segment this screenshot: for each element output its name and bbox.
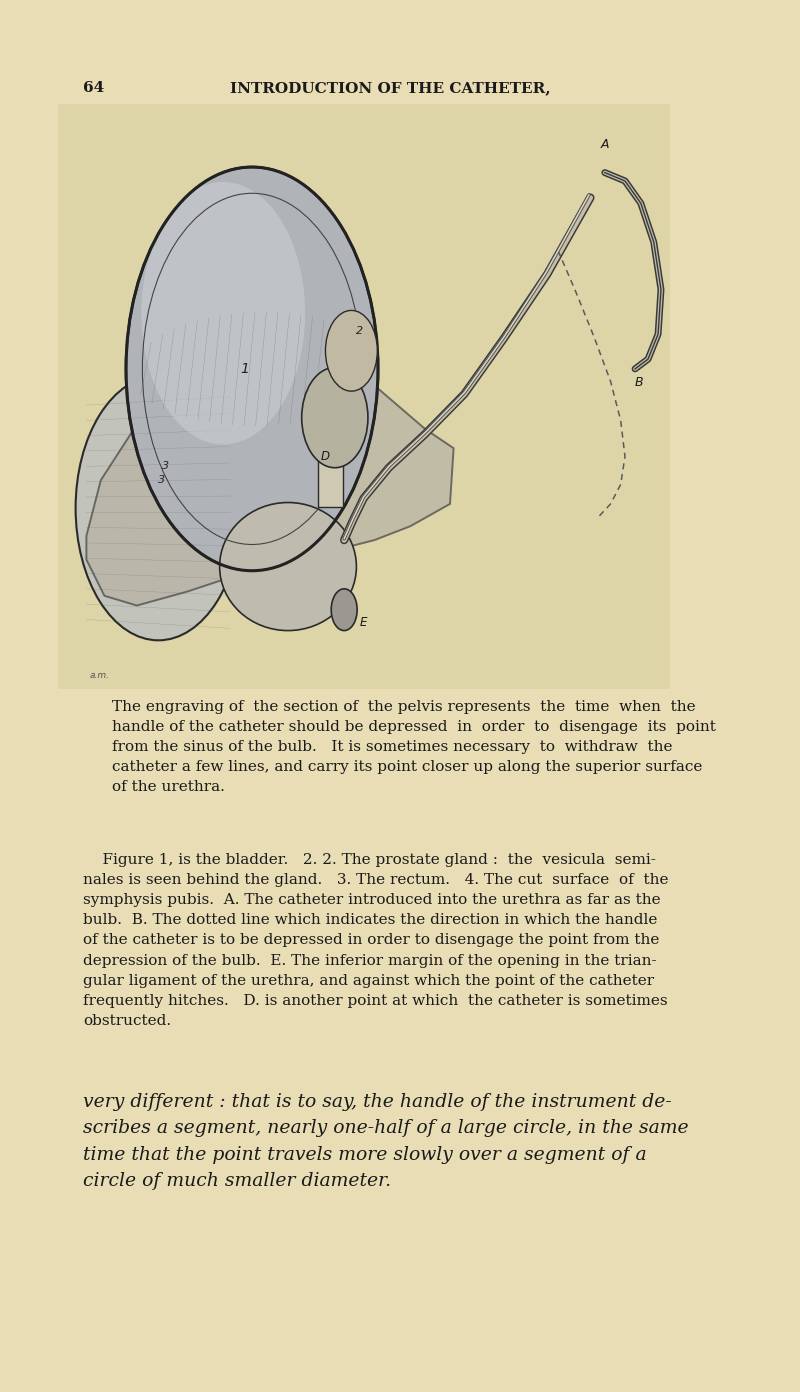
- Text: The engraving of  the section of  the pelvis represents  the  time  when  the
ha: The engraving of the section of the pelv…: [112, 700, 715, 795]
- Text: 1: 1: [240, 362, 250, 376]
- Text: D: D: [321, 450, 330, 464]
- Text: 2: 2: [357, 326, 363, 337]
- Ellipse shape: [302, 367, 368, 468]
- Text: 3: 3: [162, 461, 169, 472]
- Ellipse shape: [326, 310, 378, 391]
- Text: B: B: [634, 376, 643, 390]
- Bar: [318, 420, 342, 507]
- Ellipse shape: [331, 589, 357, 631]
- Bar: [58, 104, 670, 689]
- Text: 64: 64: [83, 81, 104, 95]
- Text: very different : that is to say, the handle of the instrument de-
scribes a segm: very different : that is to say, the han…: [83, 1093, 689, 1190]
- Ellipse shape: [126, 167, 378, 571]
- Text: INTRODUCTION OF THE CATHETER,: INTRODUCTION OF THE CATHETER,: [230, 81, 551, 95]
- Polygon shape: [86, 337, 454, 606]
- Text: a.m.: a.m.: [90, 671, 110, 679]
- Text: E: E: [360, 615, 367, 629]
- Text: Figure 1, is the bladder.   2. 2. The prostate gland :  the  vesicula  semi-
nal: Figure 1, is the bladder. 2. 2. The pros…: [83, 853, 668, 1027]
- Text: A: A: [601, 138, 609, 152]
- Ellipse shape: [142, 182, 305, 444]
- Ellipse shape: [76, 376, 242, 640]
- Text: 3: 3: [158, 475, 166, 486]
- Ellipse shape: [220, 503, 357, 631]
